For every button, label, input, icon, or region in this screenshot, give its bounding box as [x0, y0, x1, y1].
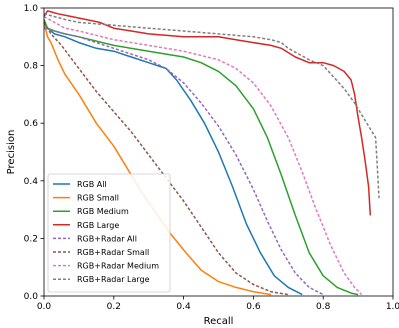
series-line-4: [43, 27, 324, 296]
legend-label-4: RGB+Radar All: [77, 234, 137, 243]
x-axis-ticks: 0.0 0.2 0.4 0.6 0.8 1.0: [37, 296, 399, 312]
x-tick-label: 0.4: [176, 302, 191, 312]
y-axis-ticks: 0.0 0.2 0.4 0.6 0.8 1.0: [24, 4, 44, 302]
legend: RGB All RGB Small RGB Medium RGB Large RGB+R…: [47, 173, 171, 293]
series-line-0: [43, 22, 303, 296]
series-line-3: [43, 10, 372, 216]
x-tick-label: 0.8: [316, 302, 331, 312]
y-axis-label: Precision: [6, 130, 17, 175]
x-tick-label: 1.0: [386, 302, 399, 312]
x-tick-label: 0.0: [37, 302, 52, 312]
series-line-2: [43, 19, 359, 296]
series-line-5: [43, 22, 289, 296]
y-tick-label: 0.0: [24, 292, 39, 302]
legend-label-3: RGB Large: [77, 221, 119, 230]
plot-frame: [43, 7, 394, 297]
x-tick-label: 0.6: [246, 302, 261, 312]
legend-box: [47, 173, 171, 293]
legend-label-7: RGB+Radar Large: [77, 275, 150, 284]
legend-label-5: RGB+Radar Small: [77, 248, 149, 257]
series-line-6: [43, 15, 363, 296]
y-tick-label: 0.4: [24, 177, 39, 187]
legend-label-6: RGB+Radar Medium: [77, 262, 159, 271]
y-tick-label: 0.8: [24, 62, 39, 72]
legend-label-0: RGB All: [77, 180, 107, 189]
y-tick-label: 1.0: [24, 4, 39, 14]
legend-label-1: RGB Small: [77, 194, 119, 203]
y-tick-label: 0.2: [24, 234, 38, 244]
legend-label-2: RGB Medium: [77, 207, 129, 216]
x-axis-label: Recall: [204, 316, 234, 327]
y-tick-label: 0.6: [24, 119, 39, 129]
x-tick-label: 0.2: [107, 302, 121, 312]
